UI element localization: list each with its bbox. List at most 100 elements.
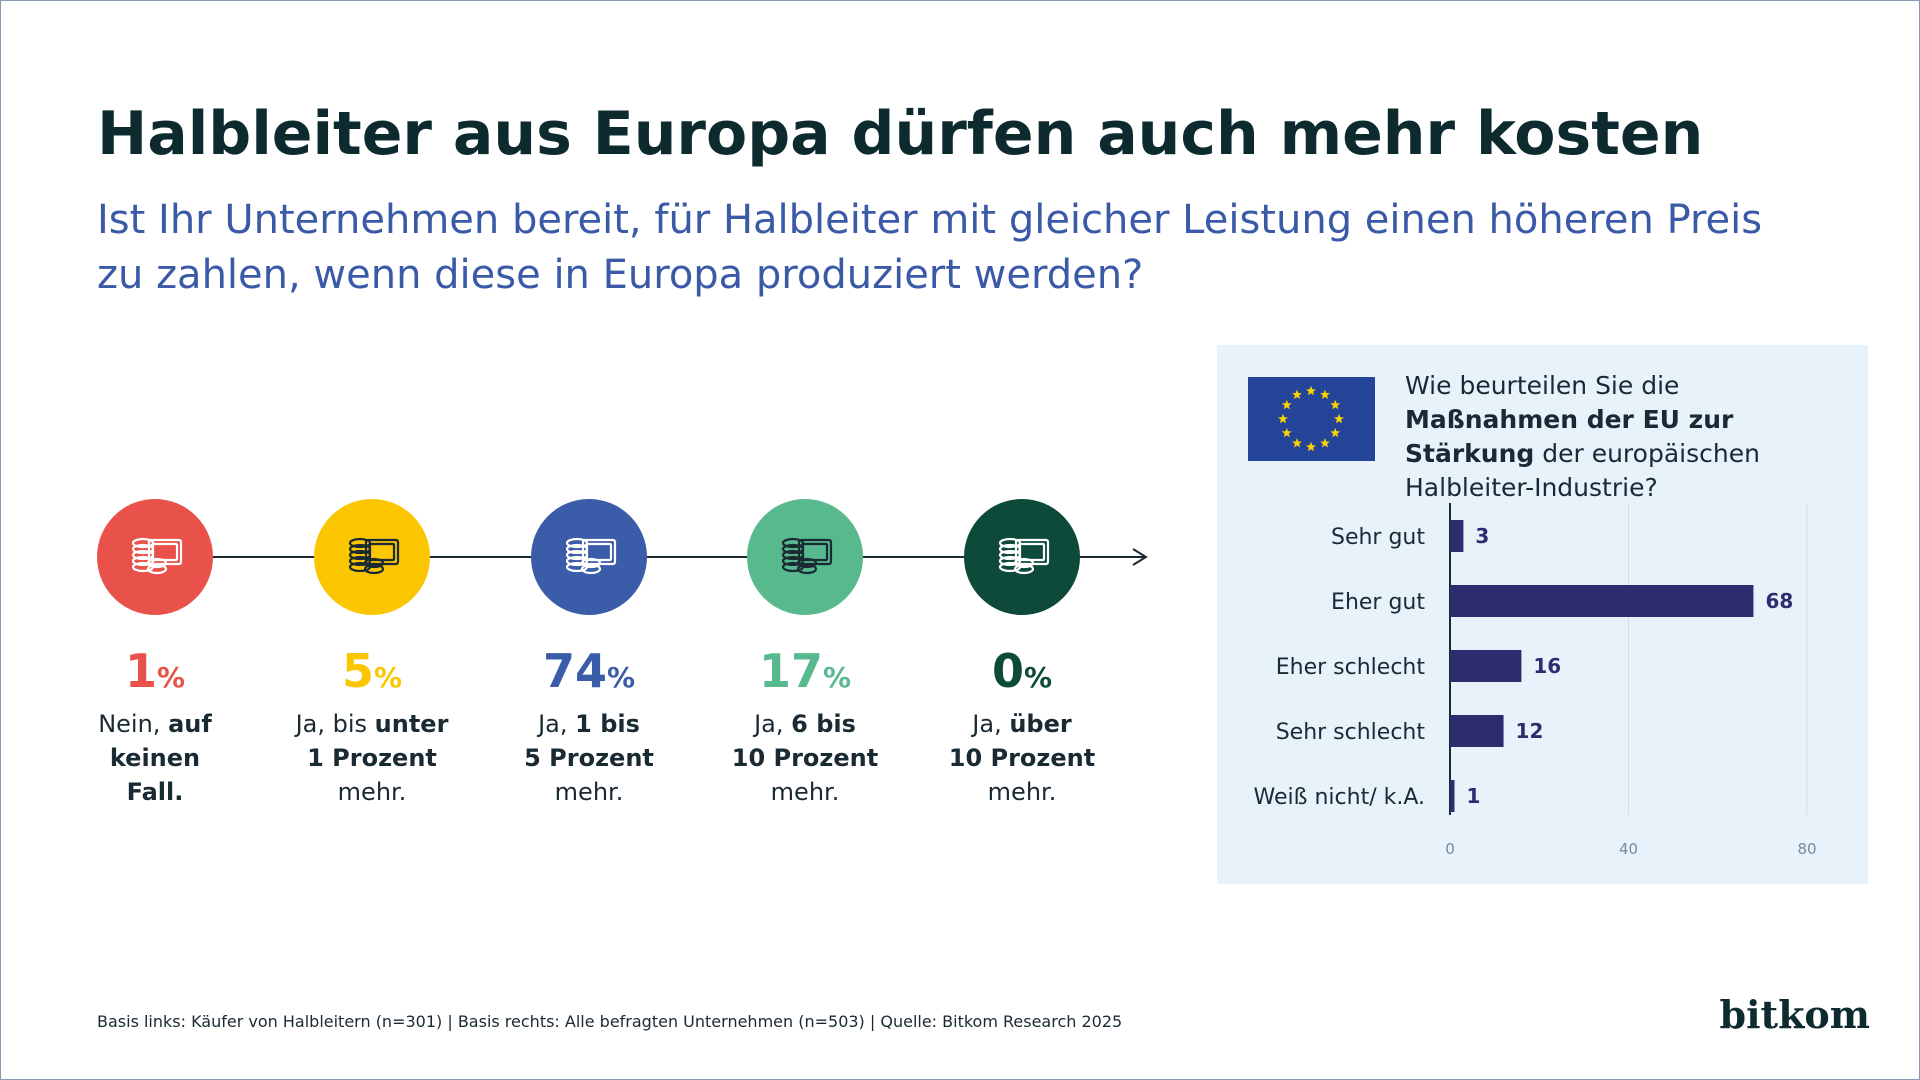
icon-coin <box>131 537 155 549</box>
bar-value-label: 16 <box>1533 654 1561 678</box>
category-label: Weiß nicht/ k.A. <box>1254 785 1425 810</box>
x-tick-label: 80 <box>1797 840 1816 858</box>
percent-number: 74 <box>543 644 607 698</box>
answer-text: mehr. <box>771 778 840 806</box>
icon-coin <box>565 543 589 555</box>
star <box>1278 413 1288 424</box>
answer-label: Ja, 6 bis <box>752 710 856 738</box>
icon-coin <box>781 555 805 567</box>
answer-label: Nein, auf <box>98 710 212 738</box>
answer-circle <box>314 499 430 615</box>
icon-coin <box>796 563 818 575</box>
answer-text: 1 bis <box>575 710 640 738</box>
answer-text: keinen <box>110 744 200 772</box>
answer-label: Fall. <box>127 778 184 806</box>
bar <box>1450 715 1504 747</box>
percent-unit: % <box>607 661 635 694</box>
star <box>1306 441 1316 452</box>
percent-value: 74% <box>543 644 635 698</box>
answer-text: mehr. <box>988 778 1057 806</box>
icon-coin <box>131 549 155 561</box>
coins-icon <box>781 537 833 575</box>
answer-text: 1 Prozent <box>307 744 437 772</box>
coins-icon <box>131 537 183 575</box>
answer-text: 5 Prozent <box>524 744 654 772</box>
percent-value: 1% <box>125 644 185 698</box>
coins-icon <box>348 537 400 575</box>
category-label: Sehr gut <box>1331 525 1425 550</box>
bar-value-label: 1 <box>1466 784 1480 808</box>
answer-text: 10 Prozent <box>949 744 1095 772</box>
icon-coin <box>781 543 805 555</box>
star <box>1306 385 1316 396</box>
answer-circle <box>97 499 213 615</box>
icon-coin <box>146 557 168 569</box>
question-text: Maßnahmen der EU zur Stärkung <box>1405 405 1734 468</box>
subtitle: zu zahlen, wenn diese in Europa produzie… <box>97 252 1143 298</box>
percent-value: 17% <box>759 644 851 698</box>
icon-coin <box>363 557 385 569</box>
logo: bitkom <box>1720 992 1870 1037</box>
icon-coin <box>781 537 805 549</box>
answer-text: Ja, <box>970 710 1009 738</box>
icon-coin <box>1013 563 1035 575</box>
category-label: Eher gut <box>1331 590 1425 615</box>
answer-text: 10 Prozent <box>732 744 878 772</box>
percent-number: 1 <box>125 644 157 698</box>
answer-label: 1 Prozent <box>307 744 437 772</box>
icon-coin <box>131 543 155 555</box>
icon-coin <box>348 555 372 567</box>
answer-label: 10 Prozent <box>949 744 1095 772</box>
star <box>1334 413 1344 424</box>
star <box>1320 389 1330 399</box>
icon-coin <box>363 563 385 575</box>
percent-unit: % <box>1024 661 1052 694</box>
arrow-head <box>1132 548 1148 566</box>
answer-label: mehr. <box>771 778 840 806</box>
answer-label: Ja, bis unter <box>294 710 449 738</box>
answer-text: Ja, <box>536 710 575 738</box>
percent-number: 17 <box>759 644 823 698</box>
bar <box>1450 520 1464 552</box>
question-text: der europäischen Halbleiter-Industrie? <box>1405 439 1760 502</box>
percent-value: 5% <box>342 644 402 698</box>
bar <box>1450 780 1455 812</box>
icon-coin <box>580 563 602 575</box>
icon-coin <box>565 537 589 549</box>
star <box>1330 399 1341 410</box>
answer-circle <box>531 499 647 615</box>
percent-number: 5 <box>342 644 374 698</box>
icon-coin <box>348 537 372 549</box>
icon-coin <box>781 549 805 561</box>
icon-coin <box>998 555 1022 567</box>
bar <box>1450 585 1754 617</box>
answer-label: Ja, über <box>970 710 1072 738</box>
percent-unit: % <box>374 661 402 694</box>
subtitle: Ist Ihr Unternehmen bereit, für Halbleit… <box>97 197 1762 243</box>
answer-text: mehr. <box>555 778 624 806</box>
icon-coin <box>998 543 1022 555</box>
star <box>1330 427 1341 438</box>
icon-coin <box>146 563 168 575</box>
answer-circle <box>964 499 1080 615</box>
answer-text: Ja, bis <box>294 710 375 738</box>
star <box>1320 438 1330 448</box>
icon-coin <box>1013 557 1035 569</box>
coins-icon <box>565 537 617 575</box>
eu-stars <box>1278 385 1344 452</box>
answer-circle <box>747 499 863 615</box>
answer-label: mehr. <box>338 778 407 806</box>
icon-coin <box>998 537 1022 549</box>
title: Halbleiter aus Europa dürfen auch mehr k… <box>97 99 1703 169</box>
star <box>1292 438 1302 448</box>
icon-coin <box>565 555 589 567</box>
percent-unit: % <box>823 661 851 694</box>
answer-label: mehr. <box>988 778 1057 806</box>
star <box>1281 427 1292 438</box>
answer-text: unter <box>375 710 449 738</box>
answer-text: 6 bis <box>791 710 856 738</box>
percent-unit: % <box>157 661 185 694</box>
question-text: Wie beurteilen Sie die <box>1405 371 1680 400</box>
